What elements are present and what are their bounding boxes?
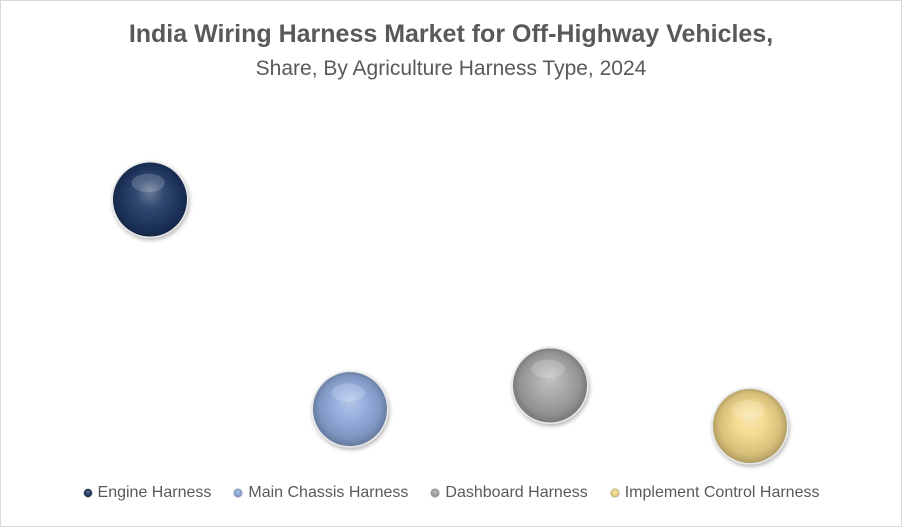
bubble-implement-control-harness xyxy=(711,387,789,465)
legend-label: Engine Harness xyxy=(97,484,212,501)
legend-swatch xyxy=(233,488,244,498)
legend-label: Dashboard Harness xyxy=(445,484,588,501)
bubble-dashboard-harness xyxy=(511,346,589,424)
bubble-body xyxy=(313,372,387,447)
legend-label: Implement Control Harness xyxy=(624,484,820,501)
legend-label: Main Chassis Harness xyxy=(248,484,409,501)
bubble-highlight xyxy=(131,173,165,193)
bubble-engine-harness xyxy=(111,161,189,239)
chart-title: India Wiring Harness Market for Off-High… xyxy=(128,20,774,48)
legend-item-dashboard-harness: Dashboard Harness xyxy=(430,484,588,502)
bubble-highlight xyxy=(531,359,565,379)
bubble-body xyxy=(513,348,587,423)
chart-subtitle: Share, By Agriculture Harness Type, 2024 xyxy=(255,57,647,80)
chart-legend: Engine Harness Main Chassis Harness Dashbo… xyxy=(0,484,902,502)
legend-item-main-chassis-harness: Main Chassis Harness xyxy=(233,484,408,502)
bubble-highlight xyxy=(731,400,765,419)
legend-swatch xyxy=(82,488,93,498)
legend-swatch xyxy=(430,488,441,498)
legend-item-engine-harness: Engine Harness xyxy=(82,484,212,502)
legend-swatch xyxy=(609,488,620,498)
bubble-body xyxy=(713,389,787,464)
legend-item-implement-control-harness: Implement Control Harness xyxy=(609,484,820,502)
bubble-body xyxy=(113,162,187,237)
bubble-layer xyxy=(111,161,789,465)
bubble-main-chassis-harness xyxy=(311,370,389,448)
bubble-highlight xyxy=(331,383,365,402)
